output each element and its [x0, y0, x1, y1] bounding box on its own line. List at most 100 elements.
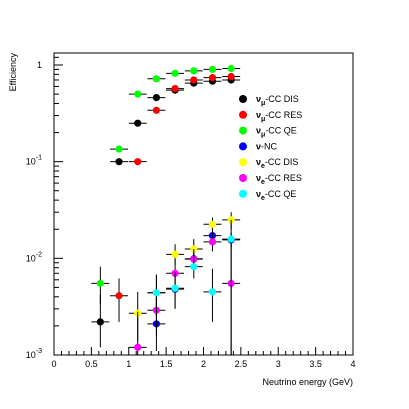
- x-tick-label: 3: [276, 359, 281, 369]
- data-point: [96, 318, 104, 326]
- y-tick-exponent: -1: [36, 155, 42, 162]
- y-tick-base: 10: [26, 157, 36, 167]
- x-tick-label: 1.5: [160, 359, 173, 369]
- data-point: [190, 76, 198, 84]
- x-tick-label: 2.5: [235, 359, 248, 369]
- legend-item: νμ-CC QE: [239, 126, 297, 139]
- legend-marker: [239, 174, 247, 182]
- legend-process: -CC DIS: [265, 157, 299, 167]
- legend-nu-symbol: ν: [256, 189, 261, 199]
- series-1: [110, 72, 241, 322]
- legend-nu-symbol: ν: [256, 141, 261, 151]
- legend-item: νe-CC QE: [239, 189, 296, 202]
- data-point: [115, 158, 123, 166]
- series-5: [128, 233, 241, 355]
- legend-item: ν-NC: [239, 141, 278, 151]
- data-point: [208, 65, 217, 74]
- data-point: [134, 158, 142, 166]
- legend-label: νe-CC DIS: [256, 157, 298, 170]
- data-point: [190, 67, 198, 75]
- legend-label: νe-CC QE: [256, 189, 296, 202]
- data-point: [152, 289, 161, 297]
- data-point: [115, 145, 123, 153]
- x-tick-label: 0.5: [85, 359, 98, 369]
- legend-flavor: μ: [261, 132, 265, 139]
- legend-marker: [239, 158, 247, 167]
- legend-marker: [239, 95, 247, 103]
- legend-flavor: e: [261, 179, 265, 186]
- data-point: [171, 250, 179, 258]
- data-point: [208, 288, 217, 296]
- data-point: [227, 235, 235, 243]
- y-tick-label: 1: [37, 60, 42, 70]
- plot-frame: [53, 52, 354, 356]
- y-tick-base: 10: [26, 253, 36, 263]
- legend-process: -CC QE: [265, 189, 297, 199]
- legend-item: νμ-CC DIS: [239, 94, 299, 107]
- legend-nu-symbol: ν: [256, 110, 261, 120]
- data-point: [208, 238, 217, 246]
- legend-nu-symbol: ν: [256, 126, 261, 136]
- data-point: [171, 84, 179, 93]
- data-point: [96, 279, 104, 288]
- legend-marker: [239, 142, 247, 151]
- y-tick-exponent: -2: [36, 251, 42, 258]
- data-point: [171, 284, 179, 292]
- legend-label: νμ-CC RES: [256, 110, 302, 123]
- x-tick-label: 1: [126, 359, 131, 369]
- legend-marker: [239, 110, 247, 119]
- data-point: [208, 74, 217, 82]
- data-point: [152, 94, 161, 102]
- data-point: [171, 69, 179, 77]
- x-tick-label: 0: [51, 359, 56, 369]
- data-point: [152, 106, 161, 114]
- legend-nu-symbol: ν: [256, 157, 261, 167]
- series-layer: [91, 64, 241, 355]
- series-4: [128, 212, 241, 341]
- x-axis: 0 0.5 1 1.5 2 2.5 3 3.5 4: [51, 347, 356, 369]
- legend-process: -CC QE: [265, 126, 297, 136]
- data-point: [134, 90, 142, 98]
- series-2: [91, 64, 241, 304]
- legend-process: -NC: [261, 141, 277, 151]
- legend-marker: [239, 126, 247, 135]
- legend-process: -CC DIS: [265, 94, 299, 104]
- legend-label: νμ-CC DIS: [256, 94, 299, 107]
- data-point: [190, 263, 198, 271]
- data-point: [115, 292, 123, 300]
- y-tick-base: 1: [37, 60, 42, 70]
- legend-flavor: e: [261, 195, 265, 202]
- y-axis-label: Efficiency: [8, 53, 18, 92]
- x-tick-label: 2: [201, 359, 206, 369]
- y-axis: 10-310-210-11: [26, 56, 63, 360]
- y-tick-exponent: -3: [36, 348, 42, 355]
- legend-process: -CC RES: [265, 110, 302, 120]
- data-point: [152, 75, 161, 83]
- series-6: [147, 219, 241, 355]
- data-point: [134, 343, 142, 351]
- legend-marker: [239, 189, 247, 198]
- legend-label: ν-NC: [256, 141, 278, 151]
- y-tick-label: 10-3: [26, 348, 42, 360]
- legend-item: νe-CC RES: [239, 173, 302, 186]
- series-0: [91, 76, 241, 348]
- legend-label: νe-CC RES: [256, 173, 302, 186]
- x-tick-label: 4: [350, 359, 355, 369]
- legend-flavor: e: [261, 163, 265, 170]
- legend-process: -CC RES: [265, 173, 302, 183]
- x-axis-label: Neutrino energy (GeV): [262, 377, 353, 387]
- data-point: [227, 216, 235, 224]
- legend-flavor: μ: [261, 116, 265, 123]
- data-point: [227, 72, 235, 81]
- legend-nu-symbol: ν: [256, 94, 261, 104]
- data-point: [227, 64, 235, 73]
- y-tick-base: 10: [26, 350, 36, 360]
- x-tick-label: 3.5: [309, 359, 322, 369]
- y-tick-label: 10-1: [26, 155, 42, 167]
- data-point: [208, 220, 217, 228]
- legend-label: νμ-CC QE: [256, 126, 297, 139]
- legend-item: νμ-CC RES: [239, 110, 302, 123]
- legend-flavor: μ: [261, 100, 265, 107]
